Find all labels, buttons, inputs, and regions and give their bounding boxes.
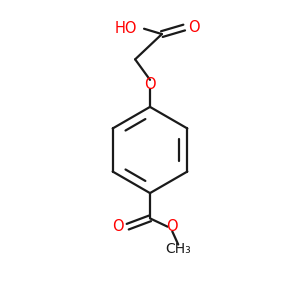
Text: CH₃: CH₃ [165, 242, 191, 256]
Text: O: O [188, 20, 200, 35]
Text: O: O [112, 219, 124, 234]
Text: HO: HO [115, 21, 137, 36]
Text: O: O [144, 77, 156, 92]
Text: O: O [167, 219, 178, 234]
